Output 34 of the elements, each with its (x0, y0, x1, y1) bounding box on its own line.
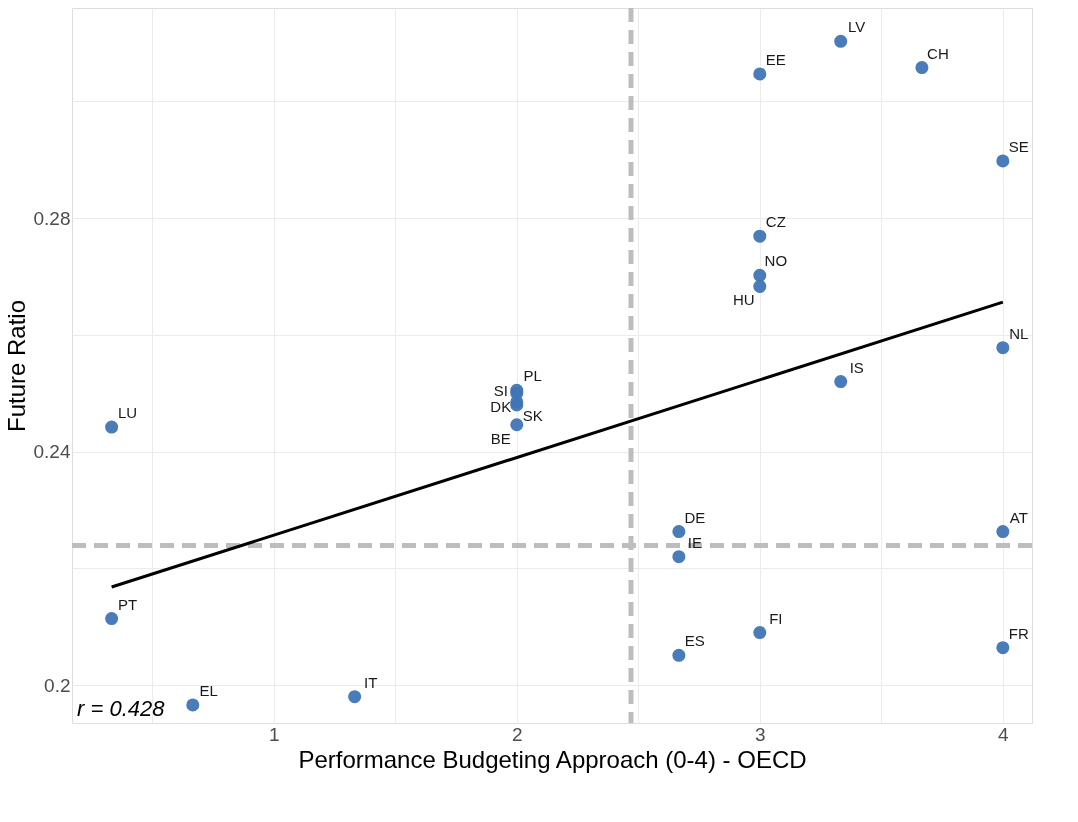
y-tick-label: 0.2 (44, 674, 71, 696)
annotation: r = 0.428 (77, 696, 166, 721)
annotation: HU (732, 291, 755, 309)
annotation: FR (1008, 624, 1029, 642)
annotation: BE (490, 429, 511, 447)
annotation: DK (490, 398, 512, 416)
y-tick-label: 0.28 (33, 207, 71, 229)
annotation: FI (769, 609, 783, 627)
annotation: CZ (765, 213, 786, 231)
annotation: NL (1009, 324, 1029, 342)
annotation: IS (849, 358, 864, 376)
annotation: IT (363, 673, 378, 691)
annotation: EL (199, 681, 218, 699)
annotation: AT (1009, 508, 1028, 526)
annotation: SE (1008, 137, 1029, 155)
annotation: EE (765, 50, 786, 68)
annotation: PL (523, 367, 542, 385)
y-tick-label: 0.24 (33, 441, 71, 463)
annotation: SI (493, 381, 508, 399)
x-tick-label: 2 (511, 723, 523, 745)
annotation: PT (118, 595, 138, 613)
x-tick-label: 3 (755, 723, 766, 745)
annotation: IE (687, 533, 702, 551)
annotation: LU (118, 404, 138, 422)
annotation: ES (684, 632, 705, 650)
annotation: NO (764, 252, 788, 270)
annotation: LV (848, 18, 866, 36)
x-tick-label: 4 (998, 723, 1010, 745)
annotation: DE (684, 508, 706, 526)
x-axis-title: Performance Budgeting Approach (0-4) - OECD (298, 745, 807, 773)
y-axis-title: Future Ratio (2, 299, 30, 433)
annotation: CH (927, 44, 949, 62)
annotation: SK (522, 406, 543, 424)
x-tick-label: 1 (268, 723, 280, 745)
